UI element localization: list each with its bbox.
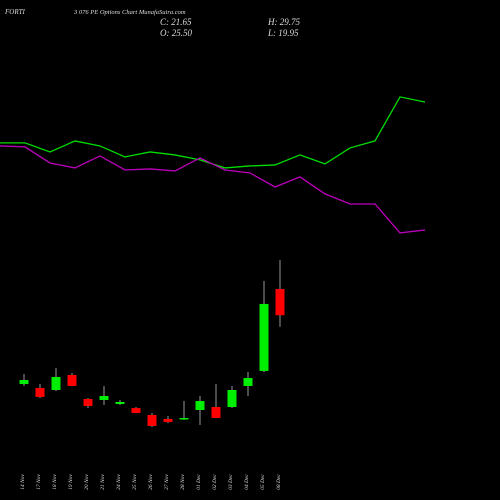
indicator-line xyxy=(0,145,426,234)
x-tick-label: 04 Dec xyxy=(243,474,250,490)
candle-body xyxy=(211,407,221,419)
candle-body xyxy=(51,377,61,390)
candle-body xyxy=(275,289,285,316)
x-tick-label: 19 Nov xyxy=(68,474,74,490)
candle-body xyxy=(243,377,253,386)
info-low: L: 19.95 xyxy=(267,28,299,38)
x-tick-label: 24 Nov xyxy=(115,474,122,490)
x-tick-label: 02 Dec xyxy=(212,474,218,490)
x-tick-label: 18 Nov xyxy=(52,474,58,490)
candle-body xyxy=(83,398,93,406)
x-tick-label: 20 Nov xyxy=(84,474,90,490)
indicator-line xyxy=(0,96,426,169)
candle-body xyxy=(163,418,173,422)
candle-body xyxy=(195,401,205,410)
x-tick-label: 27 Nov xyxy=(164,474,170,490)
x-tick-label: 03 Dec xyxy=(228,474,234,490)
x-tick-label: 26 Nov xyxy=(148,474,154,490)
x-tick-label: 14 Nov xyxy=(19,474,26,490)
candle-body xyxy=(147,414,157,426)
candle-body xyxy=(131,408,141,413)
candle-body xyxy=(115,401,125,405)
x-tick-label: 01 Dec xyxy=(196,474,202,490)
candle-body xyxy=(227,389,237,407)
candle-body xyxy=(35,387,45,398)
candle-body xyxy=(99,395,109,400)
x-tick-label: 17 Nov xyxy=(36,474,42,490)
info-close: C: 21.65 xyxy=(160,17,192,27)
x-tick-label: 21 Nov xyxy=(100,474,106,490)
chart-title: FORTI xyxy=(4,8,26,16)
info-high: H: 29.75 xyxy=(267,17,300,27)
candle-body xyxy=(19,379,29,385)
candle-body xyxy=(179,418,189,420)
candle-body xyxy=(67,374,77,386)
x-tick-label: 25 Nov xyxy=(132,474,138,490)
x-tick-label: 28 Nov xyxy=(180,474,186,490)
x-tick-label: 08 Dec xyxy=(276,474,282,490)
x-tick-label: 05 Dec xyxy=(260,474,266,490)
candle-body xyxy=(259,303,269,371)
info-open: O: 25.50 xyxy=(160,28,192,38)
chart-subtitle: 3 076 PE Options Chart MunafaSutra.com xyxy=(73,9,186,16)
